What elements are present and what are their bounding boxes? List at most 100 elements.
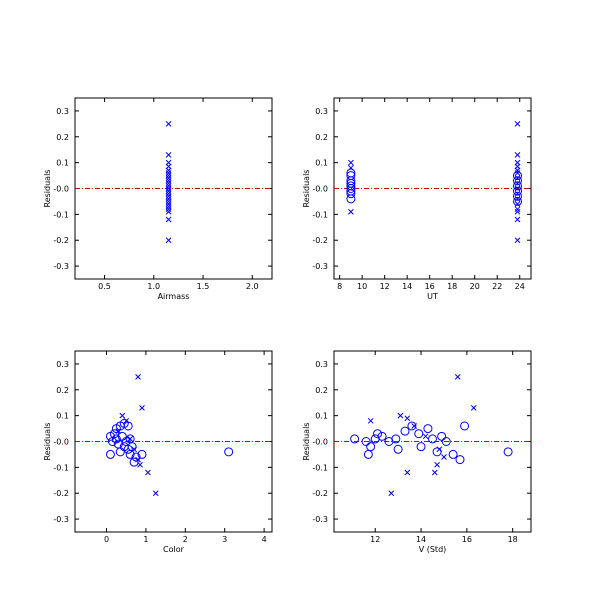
circle-marker [373, 429, 383, 439]
y-tick-label: -0.0 [53, 185, 69, 194]
cross-marker [454, 374, 461, 380]
x-axis-label: Airmass [158, 292, 190, 301]
cross-marker [165, 237, 172, 244]
cross-marker [514, 180, 521, 187]
airmass-residual-plot: -0.3 -0.2 -0.1 -0.0 0.1 0.2 0.3 0.5 1.0 1.5 2.0 Air… [43, 97, 273, 301]
y-tick-label: -0.2 [312, 489, 328, 498]
cross-marker [165, 190, 172, 197]
cross-marker [514, 237, 521, 244]
circle-marker [346, 184, 356, 193]
circle-marker [350, 434, 360, 444]
y-tick-label: 0.1 [315, 412, 328, 421]
y-axis-label: Residuals [43, 170, 52, 208]
x-tick-label: 10 [357, 282, 367, 291]
circle-marker [400, 426, 410, 436]
circle-marker [512, 196, 522, 206]
y-tick-label: -0.0 [312, 185, 328, 194]
y-axis-label: Residuals [43, 423, 52, 461]
circle-marker [346, 189, 356, 199]
y-tick-label: -0.1 [312, 463, 328, 472]
circle-marker [448, 449, 458, 459]
cross-marker [514, 216, 521, 223]
x-tick-label: 8 [337, 282, 342, 291]
circle-marker [224, 447, 234, 457]
circle-marker [377, 431, 387, 441]
x-tick-label: 14 [402, 282, 412, 291]
cross-marker [145, 469, 151, 476]
circle-marker [455, 455, 465, 465]
cross-marker [404, 415, 411, 422]
circle-marker [512, 176, 522, 186]
cross-marker [165, 201, 172, 207]
circle-marker [129, 457, 139, 467]
cross-marker [165, 193, 172, 200]
cross-marker [367, 417, 374, 424]
cross-marker [165, 177, 172, 184]
x-tick-label: 16 [462, 535, 472, 544]
x-tick-label: 14 [416, 535, 426, 544]
y-tick-label: 0.1 [56, 412, 69, 421]
cross-marker [165, 185, 172, 192]
y-tick-label: 0.3 [315, 360, 328, 369]
x-tick-label: 1 [143, 535, 148, 544]
ut-residual-plot: -0.3 -0.2 -0.1 -0.0 0.1 0.2 0.3 8 10 12 14 16 18 20 22… [302, 97, 532, 301]
circle-marker [123, 421, 133, 431]
cross-marker [514, 185, 521, 192]
circle-marker [441, 437, 451, 446]
cross-marker [165, 170, 172, 176]
x-tick-label: 2.0 [246, 282, 259, 291]
cross-marker [119, 412, 126, 419]
cross-marker [514, 121, 521, 127]
circle-marker [131, 452, 141, 462]
x-tick-label: 18 [447, 282, 457, 291]
y-tick-label: 0.3 [56, 107, 69, 116]
y-tick-label: -0.2 [53, 489, 69, 498]
x-tick-label: 12 [380, 282, 390, 291]
circle-marker [437, 431, 447, 441]
x-tick-label: 1.5 [197, 282, 210, 291]
cross-marker [348, 208, 354, 215]
cross-marker [165, 198, 172, 205]
cross-marker [514, 152, 521, 158]
cross-marker [165, 172, 172, 179]
x-axis-label: UT [427, 292, 438, 301]
cross-marker [165, 183, 172, 189]
circle-marker [115, 447, 125, 457]
circle-marker [428, 434, 437, 444]
y-tick-label: 0.2 [56, 133, 69, 142]
cross-marker [135, 374, 141, 380]
circle-marker [503, 447, 513, 457]
circle-marker [512, 191, 522, 201]
vstd-residual-plot: -0.3 -0.2 -0.1 -0.0 0.1 0.2 0.3 12 14 16 18 V (Std)… [302, 350, 532, 554]
cross-marker [139, 405, 145, 411]
y-tick-label: -0.2 [53, 236, 69, 245]
x-axis-label: Color [163, 545, 185, 554]
circle-marker [111, 434, 121, 444]
y-tick-label: -0.3 [312, 515, 328, 524]
circle-marker [432, 447, 442, 457]
circle-marker [363, 449, 373, 459]
y-tick-label: -0.1 [312, 210, 328, 219]
y-tick-label: -0.2 [312, 236, 328, 245]
cross-marker [514, 175, 521, 182]
x-tick-label: 20 [470, 282, 480, 291]
cross-marker [165, 208, 172, 215]
cross-marker [165, 121, 172, 127]
y-tick-label: 0.2 [315, 386, 328, 395]
x-tick-label: 22 [492, 282, 502, 291]
x-tick-label: 4 [262, 535, 267, 544]
cross-marker [397, 412, 404, 419]
x-tick-label: 12 [370, 535, 380, 544]
cross-marker [165, 206, 172, 213]
circle-marker [361, 437, 371, 446]
circle-marker [346, 194, 356, 204]
cross-marker [422, 433, 429, 440]
cross-marker [514, 195, 521, 202]
cross-marker [434, 461, 440, 468]
x-tick-label: 18 [508, 535, 518, 544]
cross-marker [514, 201, 521, 207]
y-tick-label: -0.0 [53, 438, 69, 447]
circle-marker [512, 181, 522, 191]
cross-marker [441, 454, 447, 460]
